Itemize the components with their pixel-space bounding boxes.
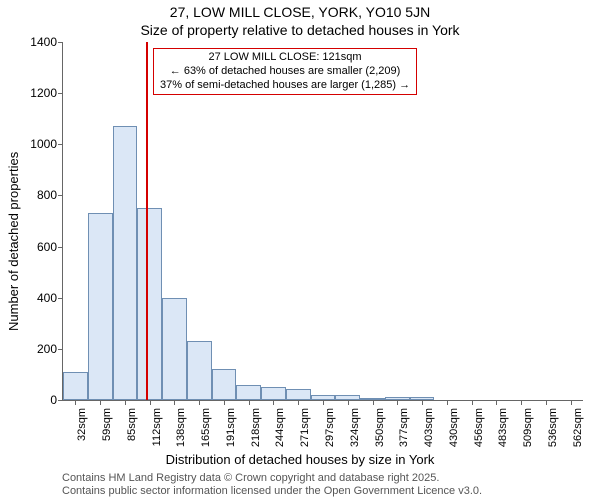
- x-tick-mark: [496, 400, 497, 405]
- x-tick-mark: [199, 400, 200, 405]
- x-tick-mark: [150, 400, 151, 405]
- histogram-bar: [137, 208, 162, 400]
- footer-attribution: Contains HM Land Registry data © Crown c…: [62, 472, 482, 498]
- y-tick-mark: [58, 144, 63, 145]
- footer-line1: Contains HM Land Registry data © Crown c…: [62, 472, 482, 485]
- x-tick-label: 403sqm: [419, 408, 435, 447]
- footer-line2: Contains public sector information licen…: [62, 485, 482, 498]
- y-tick-mark: [58, 247, 63, 248]
- histogram-bar: [212, 369, 237, 400]
- x-tick-mark: [298, 400, 299, 405]
- x-tick-label: 456sqm: [469, 408, 485, 447]
- x-tick-label: 324sqm: [345, 408, 361, 447]
- x-tick-label: 32sqm: [72, 408, 88, 441]
- x-tick-label: 297sqm: [320, 408, 336, 447]
- x-tick-mark: [125, 400, 126, 405]
- x-tick-mark: [546, 400, 547, 405]
- y-tick-mark: [58, 298, 63, 299]
- y-tick-mark: [58, 93, 63, 94]
- y-tick-mark: [58, 195, 63, 196]
- histogram-bar: [63, 372, 88, 400]
- plot-area: 27 LOW MILL CLOSE: 121sqm ← 63% of detac…: [62, 42, 583, 401]
- x-tick-mark: [224, 400, 225, 405]
- histogram-bar: [88, 213, 113, 400]
- x-tick-label: 191sqm: [221, 408, 237, 447]
- x-tick-label: 562sqm: [568, 408, 584, 447]
- x-tick-mark: [571, 400, 572, 405]
- x-tick-label: 85sqm: [122, 408, 138, 441]
- annotation-line1: 27 LOW MILL CLOSE: 121sqm: [160, 51, 410, 65]
- x-tick-mark: [273, 400, 274, 405]
- y-tick-mark: [58, 400, 63, 401]
- x-tick-label: 483sqm: [493, 408, 509, 447]
- x-tick-mark: [447, 400, 448, 405]
- x-tick-label: 244sqm: [270, 408, 286, 447]
- x-tick-label: 59sqm: [97, 408, 113, 441]
- x-tick-mark: [249, 400, 250, 405]
- x-axis-label: Distribution of detached houses by size …: [0, 452, 600, 467]
- annotation-line2: ← 63% of detached houses are smaller (2,…: [160, 65, 410, 79]
- x-tick-label: 138sqm: [171, 408, 187, 447]
- chart-container: 27, LOW MILL CLOSE, YORK, YO10 5JN Size …: [0, 0, 600, 500]
- x-tick-label: 509sqm: [518, 408, 534, 447]
- x-tick-mark: [323, 400, 324, 405]
- x-tick-label: 218sqm: [246, 408, 262, 447]
- x-tick-mark: [100, 400, 101, 405]
- histogram-bar: [162, 298, 187, 400]
- histogram-bar: [113, 126, 138, 400]
- y-axis-label: Number of detached properties: [6, 152, 21, 331]
- x-tick-mark: [75, 400, 76, 405]
- x-tick-label: 271sqm: [295, 408, 311, 447]
- annotation-line3: 37% of semi-detached houses are larger (…: [160, 79, 410, 93]
- x-tick-mark: [397, 400, 398, 405]
- histogram-bar: [187, 341, 212, 400]
- annotation-box: 27 LOW MILL CLOSE: 121sqm ← 63% of detac…: [153, 48, 417, 95]
- x-tick-mark: [422, 400, 423, 405]
- x-tick-mark: [174, 400, 175, 405]
- x-tick-mark: [348, 400, 349, 405]
- property-marker-line: [146, 42, 148, 400]
- x-tick-label: 350sqm: [370, 408, 386, 447]
- x-tick-label: 430sqm: [444, 408, 460, 447]
- x-tick-mark: [472, 400, 473, 405]
- x-tick-mark: [521, 400, 522, 405]
- histogram-bar: [261, 387, 286, 400]
- histogram-bar: [286, 389, 311, 401]
- x-tick-mark: [373, 400, 374, 405]
- y-tick-mark: [58, 42, 63, 43]
- chart-title-line2: Size of property relative to detached ho…: [0, 22, 600, 38]
- y-tick-mark: [58, 349, 63, 350]
- chart-title-line1: 27, LOW MILL CLOSE, YORK, YO10 5JN: [0, 4, 600, 20]
- histogram-bar: [236, 385, 261, 400]
- x-tick-label: 165sqm: [196, 408, 212, 447]
- x-tick-label: 377sqm: [394, 408, 410, 447]
- x-tick-label: 536sqm: [543, 408, 559, 447]
- x-tick-label: 112sqm: [147, 408, 163, 446]
